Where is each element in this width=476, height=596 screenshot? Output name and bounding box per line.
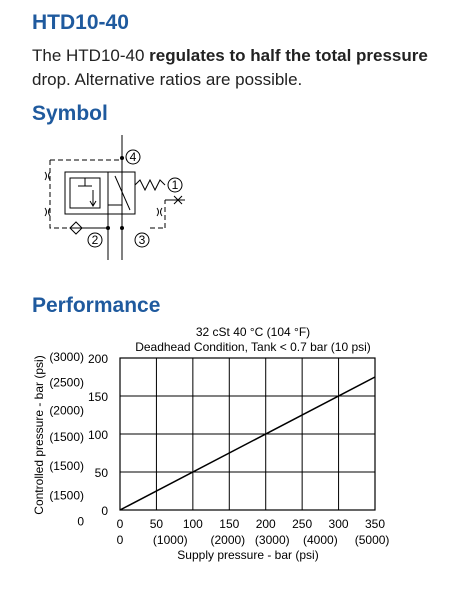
port-label: 4	[130, 150, 137, 164]
y2-tick-label: (2500)	[49, 375, 84, 389]
x-tick-label: 300	[329, 517, 349, 531]
description-line: The HTD10-40 regulates to half the total…	[32, 46, 428, 65]
x2-tick-label: (4000)	[303, 533, 338, 547]
description-text: The HTD10-40	[32, 46, 149, 65]
x-axis-label: Supply pressure - bar (psi)	[177, 548, 318, 562]
y2-tick-label: (1500)	[49, 488, 84, 502]
x-tick-label: 0	[117, 517, 124, 531]
symbol-diagram: 4 1 2 3	[44, 135, 185, 260]
y-tick-label: 200	[88, 352, 108, 366]
y-tick-label: 0	[101, 504, 108, 518]
x2-tick-label: (1000)	[153, 533, 188, 547]
y2-tick-label: 0	[77, 514, 84, 528]
description-bold: regulates to half the total pressure	[149, 46, 428, 65]
symbol-heading: Symbol	[32, 102, 108, 125]
y-tick-label: 50	[95, 466, 109, 480]
chart-title: 32 cSt 40 °C (104 °F)	[196, 325, 310, 339]
title: HTD10-40	[32, 11, 129, 34]
y-axis-label: Controlled pressure - bar (psi)	[32, 355, 46, 514]
y-tick-label: 100	[88, 428, 108, 442]
x-tick-label: 200	[256, 517, 276, 531]
description-line: drop. Alternative ratios are possible.	[32, 70, 302, 89]
y2-tick-label: (1500)	[49, 430, 84, 444]
y2-tick-label: (1500)	[49, 459, 84, 473]
y-tick-label: 150	[88, 390, 108, 404]
chart-subtitle: Deadhead Condition, Tank < 0.7 bar (10 p…	[135, 340, 371, 354]
data-line	[119, 376, 376, 511]
x2-tick-label: (5000)	[355, 533, 390, 547]
x-tick-label: 150	[219, 517, 239, 531]
x2-tick-label: 0	[117, 533, 124, 547]
performance-heading: Performance	[32, 294, 160, 317]
x2-tick-label: (3000)	[255, 533, 290, 547]
plot-frame	[119, 357, 376, 511]
y2-tick-label: (2000)	[49, 403, 84, 417]
x-tick-label: 250	[292, 517, 312, 531]
y2-tick-label: (3000)	[49, 350, 84, 364]
port-label: 1	[172, 178, 179, 192]
x-tick-label: 350	[365, 517, 385, 531]
port-label: 3	[139, 233, 146, 247]
port-label: 2	[92, 233, 99, 247]
x2-tick-label: (2000)	[210, 533, 245, 547]
x-tick-label: 100	[183, 517, 203, 531]
x-tick-label: 50	[150, 517, 164, 531]
